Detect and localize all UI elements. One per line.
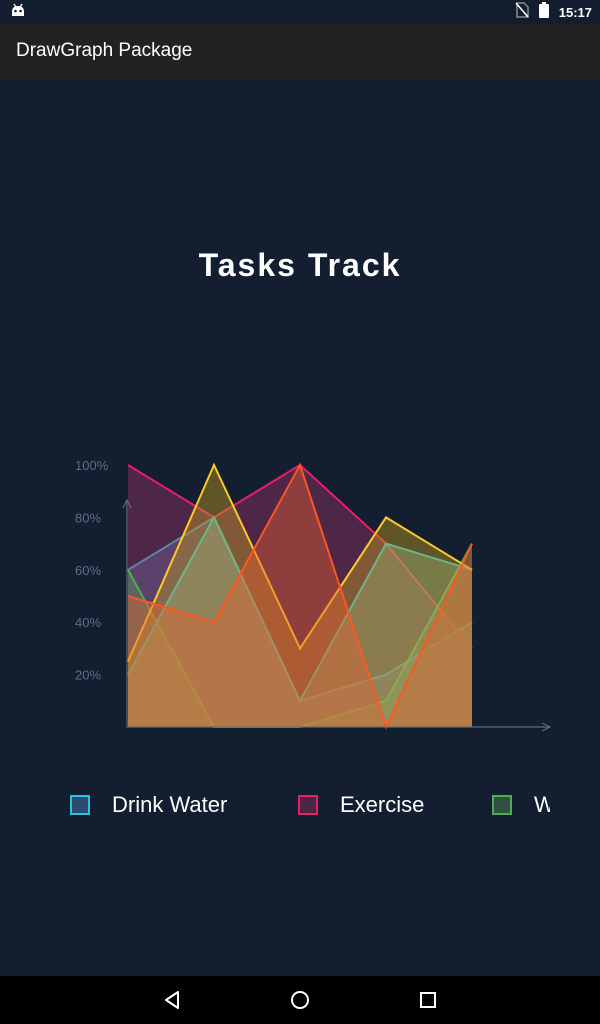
x-tick-label: Day 3 xyxy=(284,737,318,740)
recents-icon xyxy=(420,992,436,1008)
legend-item: Exercise xyxy=(298,792,424,818)
home-button[interactable] xyxy=(286,986,314,1014)
series-area-5 xyxy=(128,465,472,727)
legend-label: Exercise xyxy=(340,792,425,817)
legend-swatch xyxy=(298,795,318,815)
app-title: DrawGraph Package xyxy=(16,40,193,61)
chart-legend: Drink Water Exercise W xyxy=(0,780,550,830)
y-tick-label: 40% xyxy=(75,615,101,630)
legend-label: W xyxy=(534,792,550,817)
status-time: 15:17 xyxy=(558,4,592,20)
legend-swatch xyxy=(492,795,512,815)
x-tick-label: Day 5 xyxy=(456,737,490,740)
series-area-2 xyxy=(128,465,472,727)
series-area-6 xyxy=(128,465,472,727)
series-area-4 xyxy=(128,517,472,727)
chart-title: Tasks Track xyxy=(198,247,402,283)
y-axis-arrow xyxy=(122,498,132,509)
y-tick-label: 20% xyxy=(75,668,101,683)
navigation-bar xyxy=(0,976,600,1024)
legend-label: Drink Water xyxy=(112,792,228,817)
y-tick-label: 100% xyxy=(75,458,109,473)
y-tick-label: 60% xyxy=(75,563,101,578)
x-tick-label: Day 1 xyxy=(112,737,146,740)
x-axis-arrow xyxy=(541,722,552,732)
x-tick-label: Day 2 xyxy=(198,737,232,740)
battery-icon xyxy=(538,1,549,23)
status-bar: 15:17 xyxy=(0,0,600,24)
legend-item: Drink Water xyxy=(70,792,227,818)
legend-swatch xyxy=(70,795,90,815)
x-tick-label: Day 4 xyxy=(370,737,404,740)
no-sim-icon xyxy=(515,1,529,23)
y-tick-label: 80% xyxy=(75,510,101,525)
legend-item: W xyxy=(492,792,550,818)
android-debug-icon xyxy=(10,3,26,24)
app-bar: DrawGraph Package xyxy=(0,24,600,80)
main-content: Tasks Track 20% 40% 60% 80% 100% Day 1 Day 2 Da… xyxy=(0,80,600,976)
home-icon xyxy=(291,991,309,1009)
series-area-3 xyxy=(128,543,472,727)
area-chart: 20% 40% 60% 80% 100% Day 1 Day 2 Day 3 Day 4 Day … xyxy=(75,458,552,740)
recents-button[interactable] xyxy=(414,986,442,1014)
back-icon xyxy=(165,991,179,1009)
back-button[interactable] xyxy=(158,986,186,1014)
